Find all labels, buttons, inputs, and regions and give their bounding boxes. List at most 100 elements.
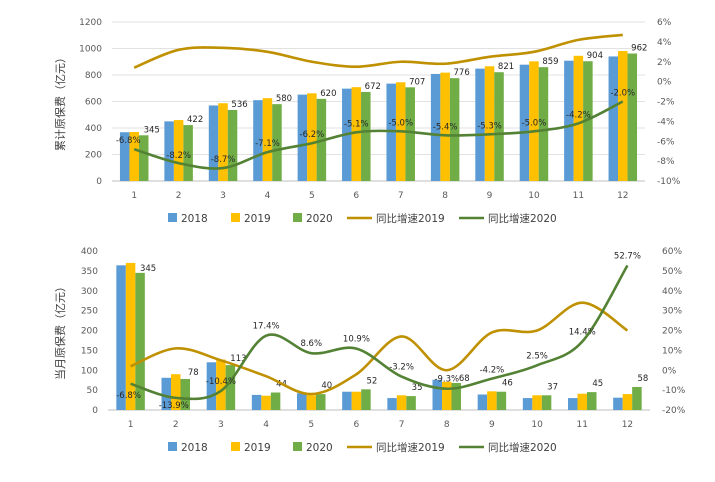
panel1-y-tick: 200: [85, 151, 102, 161]
panel2-bar-2020: [225, 365, 236, 410]
panel1-bar-label-2020: 422: [187, 115, 203, 125]
panel1-y2-tick: 4%: [657, 38, 672, 48]
panel1-growth-label-2020: -7.1%: [255, 139, 280, 149]
panel2-bar-2018: [613, 397, 623, 410]
panel1-bar-label-2020: 580: [276, 94, 292, 104]
panel1-growth-label-2020: -6.8%: [116, 136, 141, 146]
panel2-bar-2018: [297, 393, 307, 410]
panel1-growth-label-2020: -5.1%: [344, 119, 369, 129]
panel2-growth-label-2020: -9.3%: [434, 375, 459, 385]
panel1-growth-label-2020: -5.0%: [388, 118, 413, 128]
panel1-bar-2018: [519, 64, 530, 181]
panel1-bar-2019: [262, 98, 273, 181]
panel2-bar-2018: [477, 394, 488, 410]
panel2-growth-label-2020: -13.9%: [159, 401, 189, 411]
panel1-y2-tick: 0%: [657, 78, 672, 88]
panel1-bar-label-2020: 536: [231, 100, 247, 110]
panel1-bar-2019: [173, 120, 184, 181]
panel2-y-axis-label: 当月原保费（亿元）: [53, 281, 67, 380]
panel1-bar-2020: [138, 135, 149, 181]
panel1-bar-2018: [253, 100, 263, 181]
panel1-bar-label-2020: 904: [587, 51, 603, 61]
panel1-bar-label-2020: 345: [144, 125, 160, 135]
panel1-x-tick: 5: [309, 191, 315, 201]
panel2-bar-2020: [270, 392, 281, 410]
panel1-bar-2019: [307, 93, 317, 181]
panel2-x-tick: 3: [218, 420, 224, 430]
panel2-line-同比增速2020: [130, 264, 629, 401]
panel2-x-tick: 6: [354, 420, 360, 430]
panel2-bar-2020: [451, 382, 461, 410]
panel1-legend-label: 2019: [244, 213, 271, 225]
panel2-legend-label: 同比增速2020: [488, 441, 557, 454]
panel1-bar-2018: [297, 94, 308, 181]
panel1-y-axis-label: 累计原保费（亿元）: [53, 52, 67, 151]
panel2-bar-label-2020: 40: [321, 381, 332, 391]
panel1-growth-label-2020: -8.2%: [166, 151, 191, 161]
panel1-bar-2018: [208, 105, 219, 181]
panel2-bar-2019: [622, 394, 633, 410]
panel2-bar-label-2020: 37: [547, 382, 558, 392]
panel2-y-tick: 200: [81, 327, 98, 337]
panel2-y2-tick: -10%: [662, 386, 686, 396]
panel1-growth-label-2020: -5.3%: [477, 121, 502, 131]
panel2-x-tick: 9: [489, 420, 495, 430]
panel2-y2-tick: 40%: [662, 287, 682, 297]
panel2-bar-label-2020: 113: [230, 354, 246, 364]
panel1-y2-tick: -10%: [657, 177, 681, 187]
panel1-growth-label-2020: -8.7%: [211, 155, 236, 165]
panel2-growth-label-2020: 52.7%: [614, 252, 641, 262]
panel1-y-tick: 1000: [79, 45, 102, 55]
panel2-x-tick: 11: [577, 420, 588, 430]
panel1-legend-label: 同比增速2020: [488, 212, 557, 225]
panel2-bar-label-2020: 58: [638, 374, 649, 384]
panel1-bar-2019: [440, 72, 450, 181]
panel2-legend-label: 2019: [244, 442, 271, 454]
panel2-bar-2020: [496, 391, 507, 410]
panel1-legend-swatch: [168, 213, 177, 222]
panel2-legend-swatch: [168, 442, 177, 451]
panel1-x-tick: 12: [617, 191, 628, 201]
panel1-bar-2020: [361, 91, 371, 181]
panel2-y-tick: 150: [81, 346, 98, 356]
panel1-bar-2018: [119, 132, 130, 181]
panel1-bar-label-2020: 672: [365, 82, 381, 92]
panel1-x-tick: 4: [265, 191, 271, 201]
panel1-bar-2020: [627, 53, 638, 181]
panel2-x-tick: 7: [399, 420, 405, 430]
panel2-growth-label-2020: -6.8%: [116, 391, 141, 401]
panel2-bar-2018: [522, 398, 533, 410]
panel1-x-tick: 1: [131, 191, 137, 201]
panel1-bar-label-2020: 776: [454, 68, 470, 78]
panel1-bar-label-2020: 962: [631, 44, 647, 54]
panel1-bar-2019: [351, 87, 362, 181]
panel1-y2-tick: -2%: [657, 98, 675, 108]
panel1-line-同比增速2019: [133, 33, 623, 69]
panel1-x-tick: 8: [442, 191, 448, 201]
panel2-growth-label-2020: 17.4%: [253, 322, 280, 332]
panel2-y2-tick: 20%: [662, 327, 682, 337]
panel2-growth-label-2020: -3.2%: [389, 363, 414, 373]
panel2-x-tick: 12: [622, 420, 633, 430]
panel1-bar-2020: [494, 72, 504, 181]
panel2-x-tick: 1: [128, 420, 134, 430]
panel2-y2-tick: 30%: [662, 307, 682, 317]
panel2-bar-2020: [541, 395, 552, 410]
panel1-x-tick: 6: [353, 191, 359, 201]
panel2-bar-label-2020: 46: [502, 379, 513, 389]
panel2-bar-2020: [587, 392, 597, 410]
panel1-bar-2020: [449, 78, 460, 181]
panel1-x-tick: 9: [487, 191, 493, 201]
panel2-bar-2019: [261, 395, 271, 410]
panel2-y-tick: 300: [81, 287, 98, 297]
panel1-x-tick: 10: [528, 191, 540, 201]
panel2-bar-2018: [206, 362, 217, 410]
panel1-bar-2018: [475, 68, 485, 181]
panel2-growth-label-2020: 2.5%: [526, 351, 548, 361]
panel2-bar-2019: [351, 391, 362, 410]
panel1-bar-2018: [430, 73, 441, 181]
panel1-legend-swatch: [231, 213, 240, 222]
panel1-y2-tick: 6%: [657, 18, 672, 28]
panel2-bar-label-2020: 68: [459, 374, 470, 384]
